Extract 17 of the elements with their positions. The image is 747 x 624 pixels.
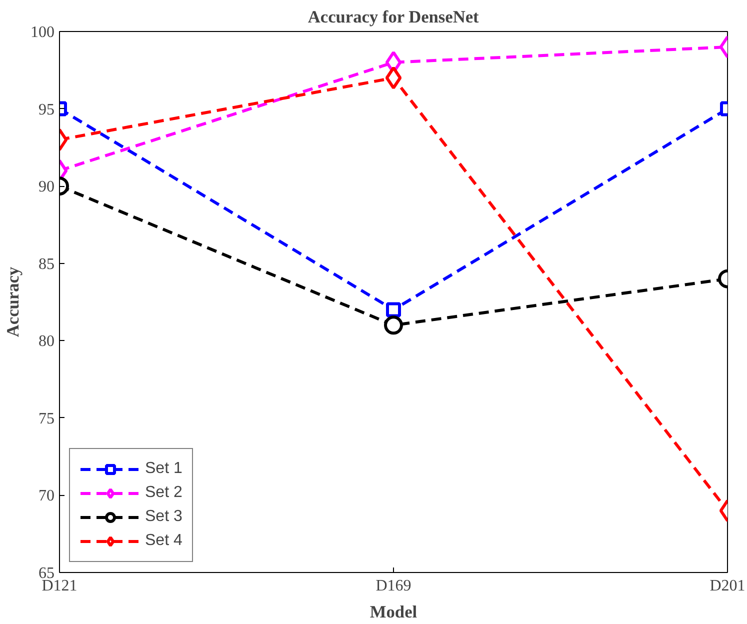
legend-label: Set 2 xyxy=(145,484,182,502)
x-tick-label: D169 xyxy=(376,578,412,594)
y-tick-label: 95 xyxy=(38,101,54,118)
legend-label: Set 1 xyxy=(145,460,182,478)
y-axis-title: Accuracy xyxy=(4,266,22,338)
y-tick-label: 70 xyxy=(38,488,54,505)
y-tick-label: 75 xyxy=(38,410,54,428)
x-tick-label: D121 xyxy=(42,578,78,594)
y-tick-label: 80 xyxy=(38,333,54,350)
chart-title: Accuracy for DenseNet xyxy=(308,8,480,26)
y-tick-label: 90 xyxy=(38,178,54,196)
y-tick-label: 100 xyxy=(30,24,54,41)
legend-label: Set 4 xyxy=(145,532,182,550)
legend-label: Set 3 xyxy=(145,508,182,526)
x-axis-title: Model xyxy=(370,602,418,622)
y-tick-label: 85 xyxy=(38,256,54,273)
x-tick-label: D201 xyxy=(710,578,746,594)
